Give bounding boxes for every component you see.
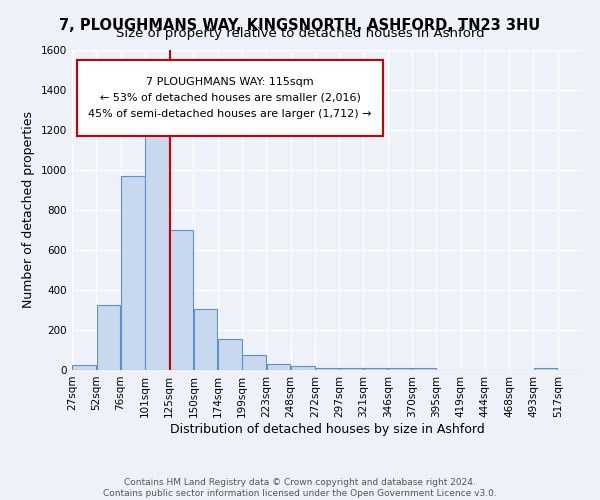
FancyBboxPatch shape (77, 60, 383, 136)
X-axis label: Distribution of detached houses by size in Ashford: Distribution of detached houses by size … (170, 422, 484, 436)
Bar (315, 368, 339, 370)
Text: 7, PLOUGHMANS WAY, KINGSNORTH, ASHFORD, TN23 3HU: 7, PLOUGHMANS WAY, KINGSNORTH, ASHFORD, … (59, 18, 541, 32)
Y-axis label: Number of detached properties: Number of detached properties (22, 112, 35, 308)
Bar (194, 309, 217, 370)
Bar (340, 368, 363, 370)
Bar (412, 368, 436, 370)
Bar (169, 230, 193, 370)
Bar (72, 365, 96, 370)
Bar (242, 355, 266, 370)
Bar (97, 305, 121, 370)
Bar (388, 368, 412, 370)
Bar (291, 366, 314, 370)
Bar (218, 339, 242, 370)
Bar (533, 368, 557, 370)
Bar (121, 176, 145, 370)
Text: 7 PLOUGHMANS WAY: 115sqm
← 53% of detached houses are smaller (2,016)
45% of sem: 7 PLOUGHMANS WAY: 115sqm ← 53% of detach… (88, 76, 372, 120)
Bar (364, 368, 388, 370)
Text: Contains HM Land Registry data © Crown copyright and database right 2024.
Contai: Contains HM Land Registry data © Crown c… (103, 478, 497, 498)
Text: Size of property relative to detached houses in Ashford: Size of property relative to detached ho… (116, 28, 484, 40)
Bar (266, 364, 290, 370)
Bar (145, 130, 169, 370)
